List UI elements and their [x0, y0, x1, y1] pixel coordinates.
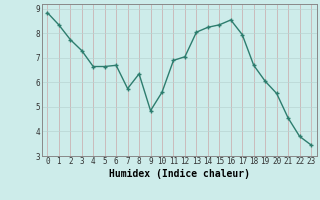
X-axis label: Humidex (Indice chaleur): Humidex (Indice chaleur)	[109, 169, 250, 179]
